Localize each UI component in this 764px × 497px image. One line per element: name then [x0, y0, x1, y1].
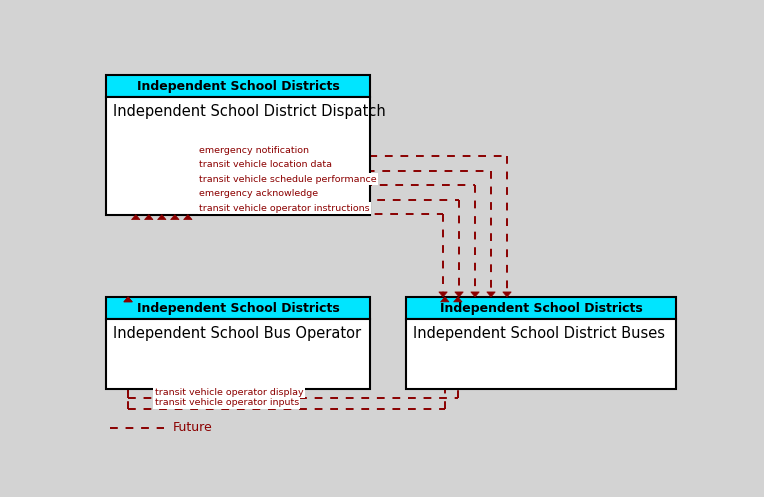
Text: Independent School District Buses: Independent School District Buses	[413, 326, 665, 341]
Text: emergency notification: emergency notification	[199, 146, 309, 155]
Polygon shape	[170, 215, 179, 220]
Text: Independent School Bus Operator: Independent School Bus Operator	[113, 326, 361, 341]
Polygon shape	[131, 215, 140, 220]
Text: Independent School Districts: Independent School Districts	[439, 302, 643, 315]
Bar	[406, 297, 676, 319]
Text: Independent School Districts: Independent School Districts	[137, 302, 339, 315]
Polygon shape	[124, 297, 132, 302]
Polygon shape	[455, 292, 463, 297]
Text: Future: Future	[173, 421, 212, 434]
Polygon shape	[471, 292, 479, 297]
Text: transit vehicle operator instructions: transit vehicle operator instructions	[199, 204, 370, 213]
Bar	[106, 75, 370, 97]
Polygon shape	[454, 297, 462, 302]
Polygon shape	[157, 215, 166, 220]
Polygon shape	[487, 292, 495, 297]
Bar	[406, 319, 676, 389]
Polygon shape	[124, 297, 132, 302]
Polygon shape	[144, 215, 153, 220]
Bar	[106, 97, 370, 215]
Text: transit vehicle operator inputs: transit vehicle operator inputs	[154, 398, 299, 407]
Polygon shape	[503, 292, 511, 297]
Text: emergency acknowledge: emergency acknowledge	[199, 189, 319, 198]
Bar	[106, 297, 370, 319]
Text: Independent School District Dispatch: Independent School District Dispatch	[113, 104, 386, 119]
Text: transit vehicle operator display: transit vehicle operator display	[154, 388, 303, 397]
Text: transit vehicle schedule performance: transit vehicle schedule performance	[199, 174, 377, 183]
Text: transit vehicle location data: transit vehicle location data	[199, 160, 332, 169]
Polygon shape	[183, 215, 192, 220]
Polygon shape	[439, 292, 447, 297]
Bar	[106, 319, 370, 389]
Polygon shape	[441, 297, 449, 302]
Text: Independent School Districts: Independent School Districts	[137, 80, 339, 92]
